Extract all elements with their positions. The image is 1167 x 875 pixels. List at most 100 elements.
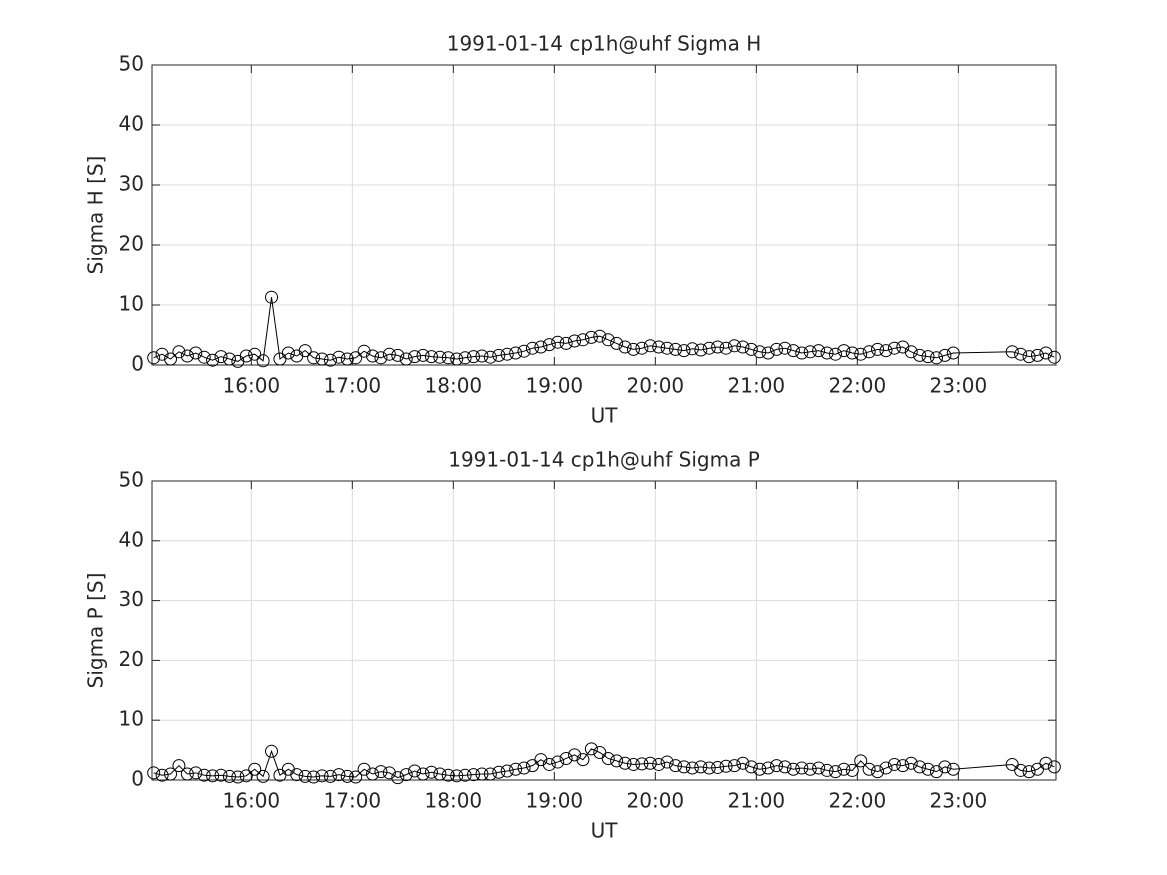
- data-point: [904, 756, 918, 770]
- plot-area: [152, 65, 1056, 365]
- data-point: [854, 754, 868, 768]
- data-point: [845, 346, 859, 360]
- data-point: [551, 335, 565, 349]
- x-tick-label: 23:00: [930, 789, 988, 813]
- data-point: [155, 347, 169, 361]
- data-point: [601, 751, 615, 765]
- data-point: [1014, 763, 1028, 777]
- data-point: [155, 768, 169, 782]
- data-point: [576, 333, 590, 347]
- data-point: [391, 348, 405, 362]
- data-point: [315, 769, 329, 783]
- data-point: [618, 340, 632, 354]
- y-tick-label: 20: [119, 647, 144, 671]
- y-axis-label: Sigma P [S]: [84, 573, 108, 689]
- data-point: [424, 350, 438, 364]
- data-point: [492, 348, 506, 362]
- data-point: [441, 768, 455, 782]
- data-point: [845, 763, 859, 777]
- data-point: [391, 771, 405, 785]
- data-point: [467, 350, 481, 364]
- x-tick-label: 21:00: [728, 374, 786, 398]
- data-point: [820, 346, 834, 360]
- data-point: [248, 347, 262, 361]
- data-point: [584, 742, 598, 756]
- y-tick-label: 40: [119, 112, 144, 136]
- data-point: [450, 769, 464, 783]
- data-point: [332, 350, 346, 364]
- data-point: [281, 346, 295, 360]
- data-point: [736, 340, 750, 354]
- data-point: [652, 340, 666, 354]
- data-point: [323, 353, 337, 367]
- data-point: [307, 351, 321, 365]
- data-point: [197, 350, 211, 364]
- data-point: [222, 769, 236, 783]
- axes-box: [151, 64, 1057, 366]
- data-point: [584, 330, 598, 344]
- data-point: [719, 341, 733, 355]
- data-point: [323, 769, 337, 783]
- x-tick-label: 22:00: [829, 374, 887, 398]
- data-point: [433, 350, 447, 364]
- data-point: [812, 344, 826, 358]
- data-point: [669, 342, 683, 356]
- x-tick-label: 17:00: [324, 789, 382, 813]
- data-point: [450, 352, 464, 366]
- data-point: [509, 346, 523, 360]
- y-tick-label: 0: [131, 767, 144, 791]
- data-point: [753, 345, 767, 359]
- x-tick-label: 20:00: [627, 789, 685, 813]
- data-point: [938, 348, 952, 362]
- data-point: [290, 768, 304, 782]
- data-point: [610, 754, 624, 768]
- data-point: [635, 341, 649, 355]
- data-point: [1047, 350, 1061, 364]
- data-point: [568, 334, 582, 348]
- data-point: [727, 759, 741, 773]
- x-tick-label: 17:00: [324, 374, 382, 398]
- data-point: [231, 770, 245, 784]
- data-point: [374, 765, 388, 779]
- x-axis-label: UT: [591, 819, 619, 843]
- data-point: [189, 346, 203, 360]
- data-point: [837, 762, 851, 776]
- data-point: [416, 348, 430, 362]
- data-point: [239, 769, 253, 783]
- data-point: [416, 767, 430, 781]
- x-tick-label: 19:00: [526, 789, 584, 813]
- data-point: [1005, 345, 1019, 359]
- data-point: [803, 762, 817, 776]
- data-point: [660, 755, 674, 769]
- data-point: [315, 352, 329, 366]
- data-point: [206, 353, 220, 367]
- y-tick-label: 0: [131, 352, 144, 376]
- data-point: [828, 765, 842, 779]
- data-point: [702, 761, 716, 775]
- data-point: [340, 352, 354, 366]
- data-point: [879, 344, 893, 358]
- data-point: [593, 329, 607, 343]
- data-point: [458, 351, 472, 365]
- data-point: [744, 760, 758, 774]
- data-point: [770, 342, 784, 356]
- data-point: [467, 768, 481, 782]
- x-tick-label: 23:00: [930, 374, 988, 398]
- data-point: [492, 765, 506, 779]
- data-point: [509, 762, 523, 776]
- data-point: [408, 350, 422, 364]
- data-point: [576, 753, 590, 767]
- data-point: [1022, 350, 1036, 364]
- data-point: [256, 769, 270, 783]
- data-point: [408, 764, 422, 778]
- data-point: [256, 354, 270, 368]
- data-point: [248, 762, 262, 776]
- data-point: [913, 348, 927, 362]
- data-point: [896, 759, 910, 773]
- y-tick-label: 10: [119, 707, 144, 731]
- data-point: [172, 759, 186, 773]
- data-point: [862, 345, 876, 359]
- data-point: [820, 763, 834, 777]
- data-point: [702, 341, 716, 355]
- data-point: [551, 755, 565, 769]
